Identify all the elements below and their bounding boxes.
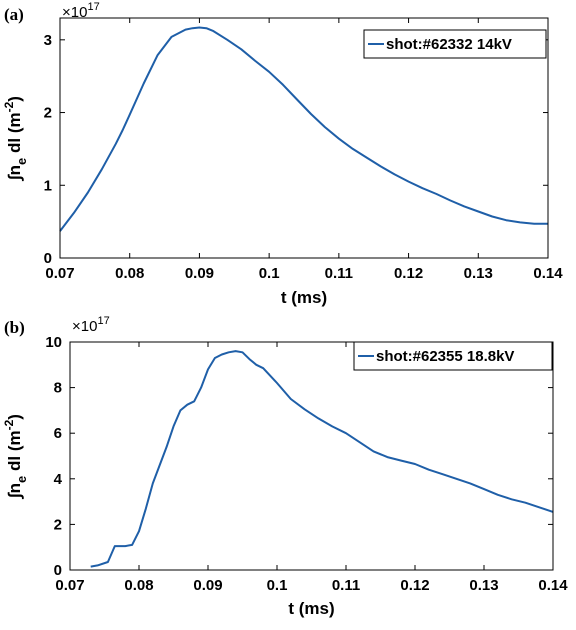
x-tick-label: 0.09	[193, 577, 222, 594]
y-title-sup: -2	[2, 101, 16, 112]
y-tick-label: 2	[54, 516, 62, 533]
x-tick-label: 0.1	[259, 265, 280, 282]
x-tick-label: 0.07	[55, 577, 84, 594]
x-tick-label: 0.08	[124, 577, 153, 594]
y-tick-label: 10	[45, 334, 62, 351]
x-tick-label: 0.11	[332, 577, 360, 594]
y-tick-label: 8	[54, 380, 62, 397]
panel-a: (a) ×1017 0.07 0.08 0.09 0.1 0.11 0.12 0.13 0.14 0…	[2, 1, 563, 307]
series-line	[90, 350, 554, 568]
panel-b: (b) ×1017 0.07 0.08 0.09 0.1 0.11 0.12 0.13 0.14 0…	[2, 315, 568, 618]
y-title-sup: -2	[2, 419, 16, 430]
axes-box	[69, 341, 554, 571]
y-title-sub: e	[14, 158, 29, 165]
y-tick-label: 1	[44, 177, 52, 194]
x-tick-label: 0.13	[464, 265, 493, 282]
x-tick-label: 0.07	[45, 265, 74, 282]
exponent-label: ×1017	[62, 1, 100, 21]
y-axis-title: ∫ne dl (m-2)	[2, 414, 29, 500]
x-tick-label: 0.12	[400, 577, 429, 594]
legend-label: shot:#62355 18.8kV	[376, 348, 514, 365]
y-axis-title: ∫ne dl (m-2)	[2, 96, 29, 182]
y-title-close: )	[5, 96, 24, 102]
x-tick-label: 0.1	[267, 577, 288, 594]
x-tick-label: 0.08	[115, 265, 144, 282]
y-tick-label: 6	[54, 425, 62, 442]
y-tick-label: 3	[44, 32, 52, 49]
y-tick-label: 4	[54, 471, 63, 488]
exponent-power: 17	[87, 1, 99, 13]
axes-box	[59, 17, 549, 259]
y-title-rest: dl (m	[5, 430, 24, 475]
x-tick-label: 0.14	[533, 265, 563, 282]
legend-label: shot:#62332 14kV	[386, 36, 512, 53]
x-tick-label: 0.09	[185, 265, 214, 282]
y-title-main: ∫n	[5, 483, 24, 500]
legend-box	[353, 341, 553, 371]
legend-box	[363, 29, 547, 59]
x-tick-label: 0.14	[538, 577, 568, 594]
y-tick-label: 0	[54, 562, 62, 579]
x-axis-title: t (ms)	[281, 288, 327, 307]
x-tick-label: 0.11	[325, 265, 353, 282]
y-tick-label: 0	[44, 250, 52, 267]
y-tick-label: 2	[44, 105, 52, 122]
y-title-sub: e	[14, 476, 29, 483]
panel-label: (a)	[4, 5, 24, 24]
x-tick-label: 0.12	[394, 265, 423, 282]
legend: shot:#62355 18.8kV	[353, 341, 553, 371]
x-tick-label: 0.13	[469, 577, 498, 594]
series-line	[59, 26, 548, 232]
x-axis-title: t (ms)	[288, 599, 334, 618]
exponent-power: 17	[97, 315, 109, 327]
y-title-close: )	[5, 414, 24, 420]
exponent-base: ×10	[72, 318, 97, 335]
panel-label: (b)	[4, 318, 25, 337]
y-title-main: ∫n	[5, 165, 24, 182]
y-title-rest: dl (m	[5, 112, 24, 157]
legend: shot:#62332 14kV	[363, 29, 547, 59]
exponent-label: ×1017	[72, 315, 110, 335]
exponent-base: ×10	[62, 4, 87, 21]
